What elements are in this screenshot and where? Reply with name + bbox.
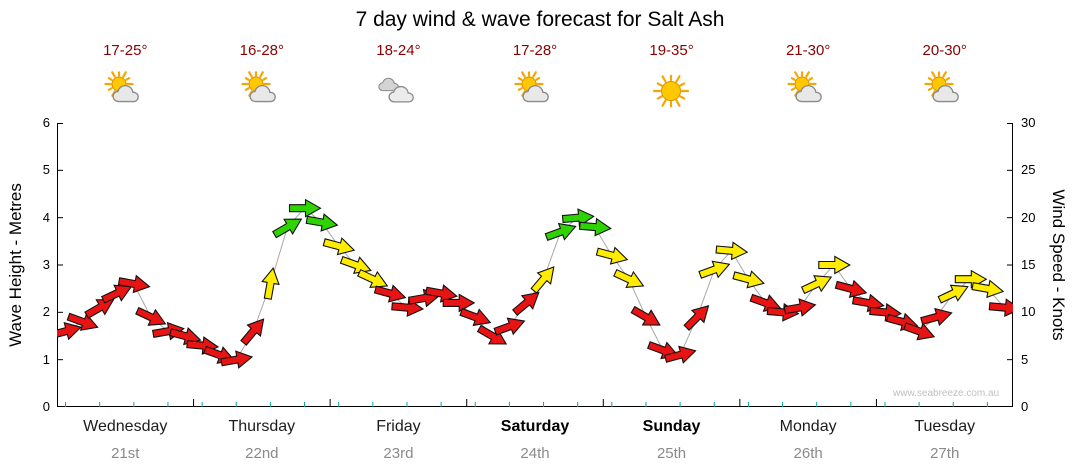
day-name: Monday [779,418,837,435]
wind-arrow [664,345,697,364]
wind-arrow [240,318,265,346]
day-temp-range: 17-25° [103,42,148,59]
wind-arrow [988,298,1013,318]
tick-label: 3 [42,257,50,272]
tick-label: 6 [42,115,50,130]
day-temp-range: 21-30° [785,42,831,59]
day-date: 21st [111,445,140,462]
chart-title: 7 day wind & wave forecast for Salt Ash [355,8,725,31]
wind-arrow [511,291,540,316]
wind-arrow [288,198,322,218]
tick-label: 25 [1021,162,1036,178]
wind-arrow [135,306,167,326]
day-date: 25th [656,445,687,462]
wind-arrow [117,274,151,294]
tick-label: 1 [42,351,50,367]
day-name: Thursday [228,418,296,435]
wind-arrow [903,322,936,341]
day-name: Friday [376,418,421,435]
wind-arrow [220,350,254,369]
day-temp-range: 19-35° [649,42,694,59]
wind-arrow [971,279,1005,299]
wind-arrow [920,307,953,327]
wind-arrow [818,255,851,275]
wind-arrow [595,246,629,265]
wind-arrow [732,270,765,289]
wind-arrow [322,237,356,256]
day-temp-range: 17-28° [512,42,558,59]
wind-arrow [391,298,425,318]
wind-arrow [578,217,612,237]
partly-cloudy-icon [922,70,968,117]
wind-arrow [100,284,133,304]
day-temp-range: 16-28° [239,42,285,59]
wind-arrow [544,222,577,242]
partly-cloudy-icon [785,70,831,117]
wind-arrow [442,293,476,313]
wind-arrow [561,208,595,228]
tick-label: 20 [1021,209,1036,225]
tick-label: 5 [42,162,50,178]
watermark: www.seabreeze.com.au [893,388,1000,399]
wind-arrow [459,307,492,327]
tick-label: 5 [1021,351,1029,367]
day-name: Tuesday [914,418,976,435]
tick-label: 30 [1021,115,1036,130]
sunny-icon [649,70,693,117]
tick-label: 0 [1021,399,1029,414]
day-temp-range: 20-30° [922,42,967,59]
wind-arrow [766,302,800,322]
partly-cloudy-icon [512,70,558,117]
day-date: 27th [930,445,960,462]
wind-arrow [783,298,817,317]
wind-arrow [57,322,83,341]
left-axis-title: Wave Height - Metres [6,183,25,347]
partly-cloudy-icon [239,70,285,117]
tick-label: 4 [42,209,50,225]
wind-arrow [937,284,969,304]
wind-arrow [373,284,407,303]
wind-arrow [683,304,710,331]
wind-arrow [800,275,833,295]
wind-arrow [630,305,661,326]
wind-arrow [698,260,731,279]
day-name: Wednesday [83,418,168,435]
day-name: Saturday [500,418,570,435]
wind-arrow [715,241,749,261]
cloudy-icon [375,70,421,117]
wind-arrow [261,267,280,300]
tick-label: 15 [1021,257,1036,272]
wind-arrow [84,299,115,319]
wind-arrow [305,213,339,232]
wind-arrow [493,317,526,336]
day-date: 23rd [383,445,414,462]
wind-arrow [530,266,555,294]
right-axis-title: Wind Speed - Knots [1049,189,1068,341]
day-date: 26th [793,445,823,462]
day-date: 24th [520,445,550,462]
wind-arrow [272,218,303,239]
wind-arrow [613,268,645,288]
tick-label: 2 [42,304,50,320]
day-name: Sunday [642,418,701,435]
day-temp-range: 18-24° [376,42,421,59]
partly-cloudy-icon [102,70,148,117]
tick-label: 10 [1021,304,1036,320]
wind-arrow [834,279,868,298]
day-date: 22nd [245,445,279,462]
forecast-plot-area [57,123,1013,407]
wind-arrow [66,312,99,331]
tick-label: 0 [42,399,50,414]
